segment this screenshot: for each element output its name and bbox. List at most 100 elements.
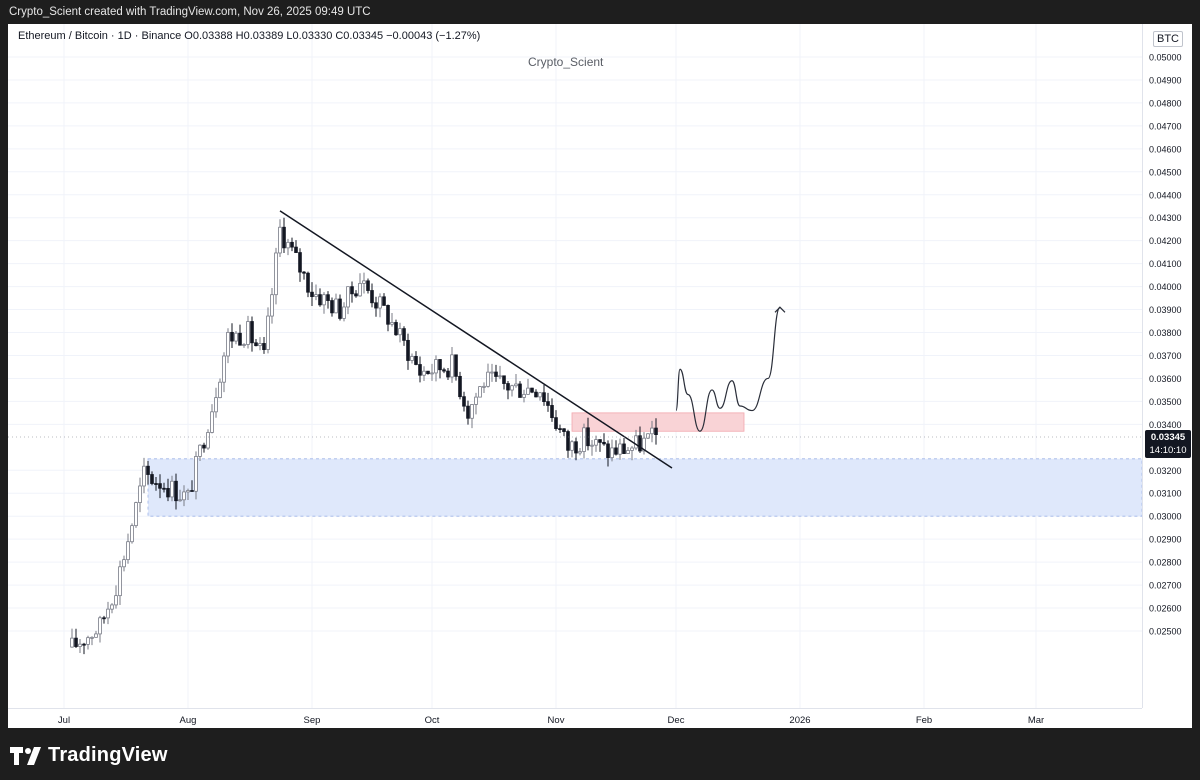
candle-body [430,372,434,375]
price-axis[interactable]: BTC 0.05000 0.04900 0.04800 0.04700 0.04600 0… [1142,24,1192,708]
footer-bar: TradingView [0,728,1200,780]
candle-body [146,465,150,475]
price-tick-label: 0.04100 [1149,259,1182,269]
candle-body [474,396,478,405]
time-tick-label: 2026 [789,715,810,726]
candle-body [594,439,598,446]
candle-body [390,322,394,325]
candle-body [74,637,78,647]
candle-body [258,343,262,347]
price-tick-label: 0.03500 [1149,397,1182,407]
candle-body [398,328,402,336]
time-axis-labels: Jul Aug Sep Oct Nov Dec 2026 Feb Mar [58,715,1044,726]
price-tick-label: 0.03600 [1149,374,1182,384]
candle-body [638,435,642,452]
candle-body [634,435,638,449]
time-tick-label: Mar [1028,715,1044,726]
price-tick-label: 0.04900 [1149,75,1182,85]
candle-body [250,321,254,344]
candle-body [190,490,194,492]
candle-body [170,480,174,498]
candle-body [642,437,646,452]
candle-body [174,480,178,502]
candle-body [362,280,366,284]
candle-body [378,296,382,309]
candle-body [298,252,302,273]
candle-body [434,359,438,374]
price-tick-label: 0.03800 [1149,328,1182,338]
candle-body [366,280,370,291]
time-tick-label: Feb [916,715,932,726]
candle-body [322,294,326,306]
candle-body [290,241,294,248]
candle-body [334,298,338,314]
price-tick-label: 0.04200 [1149,236,1182,246]
chart-frame: Ethereum / Bitcoin · 1D · Binance O0.033… [8,24,1192,728]
candle-body [158,483,162,489]
candle-body [358,282,362,297]
candle-body [502,375,506,384]
currency-label[interactable]: BTC [1153,31,1183,47]
candle-body [554,417,558,429]
price-tick-label: 0.04300 [1149,213,1182,223]
time-tick-label: Oct [425,715,440,726]
candle-body [490,371,494,374]
candle-body [106,608,110,619]
descending-trendline [279,210,673,469]
candle-body [646,433,650,439]
candle-body [102,617,106,620]
candle-body [274,252,278,296]
candle-body [546,401,550,406]
candle-body [338,298,342,319]
time-axis[interactable]: Jul Aug Sep Oct Nov Dec 2026 Feb Mar [8,708,1142,728]
bar-countdown: 14:10:10 [1149,445,1187,456]
author-watermark: Crypto_Scient [528,55,604,69]
candle-body [238,332,242,346]
candle-body [302,271,306,274]
candle-body [82,643,86,646]
tradingview-logo[interactable]: TradingView [10,744,168,767]
price-tick-label: 0.03700 [1149,351,1182,361]
candle-body [422,370,426,376]
candle-body [142,465,146,487]
candle-body [166,488,170,498]
candle-body [70,637,74,648]
candle-body [266,315,270,350]
candle-body [454,354,458,377]
candle-body [418,364,422,376]
candle-body [598,439,602,443]
candle-body [254,342,258,347]
price-tick-label: 0.02900 [1149,535,1182,545]
candle-body [214,397,218,413]
candle-body [470,404,474,419]
candle-body [582,427,586,452]
candle-body [518,383,522,398]
candle-body [534,391,538,398]
chart-canvas[interactable] [8,24,1142,708]
candle-body [514,383,518,387]
candle-body [282,226,286,249]
candle-body [486,371,490,387]
candle-body [618,443,622,455]
price-axis-labels: 0.05000 0.04900 0.04800 0.04700 0.04600 0.045… [1149,53,1182,637]
candle-body [194,456,198,492]
candle-body [202,444,206,449]
candle-body [410,356,414,361]
candle-body [182,491,186,501]
candle-body [114,595,118,606]
time-tick-label: Aug [180,715,197,726]
candle-body [530,387,534,393]
price-tick-label: 0.04500 [1149,167,1182,177]
candle-body [178,499,182,502]
candle-body [186,490,190,493]
candle-body [286,241,290,249]
tradingview-wordmark: TradingView [48,744,168,766]
candle-body [110,604,114,610]
candle-body [374,302,378,309]
candle-body [78,643,82,647]
candle-body [494,371,498,377]
price-tick-label: 0.04000 [1149,282,1182,292]
symbol-legend[interactable]: Ethereum / Bitcoin · 1D · Binance O0.033… [18,30,481,42]
candle-body [314,294,318,297]
candle-body [130,525,134,543]
